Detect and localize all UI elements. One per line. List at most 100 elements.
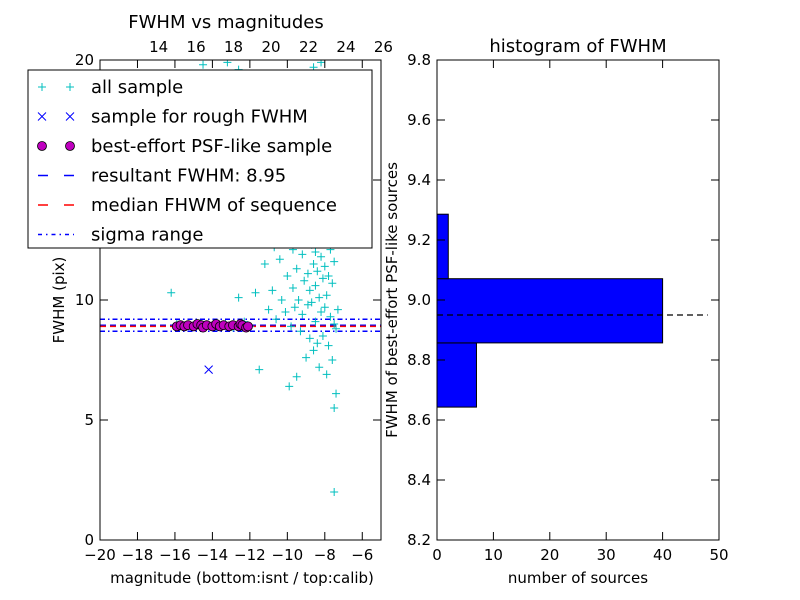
series-0-point-97 [199, 60, 208, 69]
series-0-point-73 [322, 370, 331, 379]
histogram-y-axis: 8.2 8.4 8.6 8.8 9.0 9.2 9.4 9.6 9.8 [407, 51, 719, 549]
series-0-point-13 [255, 365, 264, 374]
scatter-y-axis-label: FWHM (pix) [50, 257, 68, 344]
series-0-point-31 [292, 372, 301, 381]
series-0-point-70 [320, 303, 329, 312]
legend-entry-4: median FHWM of sequence [38, 195, 337, 216]
y-tick-label-2: 10 [75, 291, 94, 309]
series-2-point-19 [243, 321, 253, 332]
hist-y-tick-label-5: 9.2 [407, 231, 431, 249]
series-0-point-15 [264, 305, 273, 314]
series-0-point-72 [322, 291, 331, 300]
series-0-point-36 [298, 250, 307, 259]
hist-y-tick-label-3: 8.8 [407, 351, 431, 369]
legend-marker-2-0 [37, 141, 47, 151]
hist-y-tick-label-0: 8.2 [407, 531, 431, 549]
legend-marker-0-1 [66, 83, 74, 91]
series-0-point-34 [296, 327, 305, 336]
histogram-x-axis: 0 10 20 30 40 50 [432, 60, 729, 564]
series-0-point-12 [251, 288, 260, 297]
legend-marker-1-1 [65, 112, 75, 121]
series-0-point-14 [260, 260, 269, 268]
legend-label-3: resultant FWHM: 8.95 [91, 166, 286, 187]
top-tick-label-0: 14 [149, 38, 168, 56]
series-0-point-69 [320, 262, 329, 271]
legend-entry-5: sigma range [38, 225, 203, 246]
x-tick-label-3: −14 [197, 546, 229, 564]
series-0-point-39 [300, 276, 309, 285]
series-0-point-55 [311, 317, 320, 326]
x-tick-label-0: −20 [84, 546, 116, 564]
series-0-point-20 [277, 296, 286, 304]
x-tick-label-6: −8 [314, 546, 336, 564]
legend-entry-1: sample for rough FWHM [37, 107, 308, 128]
legend-label-0: all sample [91, 77, 183, 98]
x-tick-label-4: −12 [234, 546, 266, 564]
scatter-legend: all sample sample for rough FWHM best-effo… [27, 69, 373, 249]
series-0-point-63 [317, 252, 326, 261]
legend-entry-0: all sample [38, 77, 183, 98]
series-0-point-80 [328, 356, 337, 364]
legend-marker-0-0 [38, 83, 46, 91]
hist-x-tick-label-1: 10 [484, 546, 503, 564]
histogram-bars [437, 213, 664, 408]
series-0-point-67 [318, 332, 327, 340]
top-tick-label-1: 16 [187, 38, 206, 56]
series-0-point-60 [315, 293, 324, 302]
top-tick-label-6: 26 [374, 38, 393, 56]
histogram-bar-2 [437, 213, 449, 280]
legend-label-2: best-effort PSF-like sample [91, 136, 332, 157]
series-0-point-75 [324, 272, 333, 280]
scatter-panel: FWHM vs magnitudes −20 −18 −16 −14 −12 −10 −8−… [27, 12, 393, 587]
hist-y-tick-label-1: 8.4 [407, 471, 431, 489]
top-tick-label-4: 22 [299, 38, 318, 56]
series-0-point-79 [328, 279, 337, 288]
series-0-point-27 [288, 284, 297, 292]
series-0-point-50 [309, 260, 318, 268]
series-0-point-82 [330, 320, 339, 328]
series-0-point-49 [307, 298, 316, 307]
histogram-bar-1 [437, 278, 664, 344]
y-tick-label-0: 0 [84, 531, 94, 549]
histogram-x-axis-label: number of sources [508, 569, 648, 587]
series-0-point-29 [290, 303, 299, 312]
series-0-point-18 [272, 315, 281, 324]
series-0-point-30 [292, 264, 301, 273]
hist-y-tick-label-7: 9.6 [407, 111, 431, 129]
series-0-point-0 [167, 288, 176, 297]
series-0-point-51 [309, 346, 318, 355]
x-tick-label-1: −18 [122, 546, 154, 564]
y-tick-label-4: 20 [75, 51, 94, 69]
histogram-bar-0 [437, 342, 477, 408]
series-0-point-16 [268, 286, 277, 295]
series-0-point-57 [313, 267, 322, 276]
top-tick-label-5: 24 [336, 38, 355, 56]
scatter-points [167, 60, 342, 496]
legend-marker-2-1 [65, 141, 75, 151]
legend-entry-2: best-effort PSF-like sample [37, 136, 332, 157]
series-0-point-84 [332, 324, 341, 333]
y-tick-label-1: 5 [84, 411, 94, 429]
x-tick-label-7: −6 [351, 546, 373, 564]
series-0-point-66 [318, 274, 327, 283]
legend-box [27, 69, 373, 249]
scatter-title: FWHM vs magnitudes [128, 12, 323, 33]
series-0-point-78 [326, 312, 335, 321]
legend-marker-1-0 [37, 112, 47, 121]
hist-y-tick-label-2: 8.6 [407, 411, 431, 429]
series-0-point-87 [330, 488, 339, 496]
series-0-point-37 [298, 310, 307, 319]
series-1-point-0 [204, 365, 214, 374]
histogram-y-axis-label: FWHM of best-effort PSF-like sources [383, 162, 401, 438]
histogram-title: histogram of FWHM [489, 36, 666, 57]
x-tick-label-5: −10 [272, 546, 304, 564]
top-tick-label-2: 18 [224, 38, 243, 56]
series-0-point-42 [303, 269, 312, 278]
legend-label-5: sigma range [91, 225, 203, 246]
series-0-point-92 [317, 60, 326, 67]
series-0-point-23 [283, 272, 292, 280]
series-0-point-22 [281, 308, 290, 316]
series-0-point-45 [305, 286, 314, 295]
series-0-point-86 [333, 305, 342, 314]
